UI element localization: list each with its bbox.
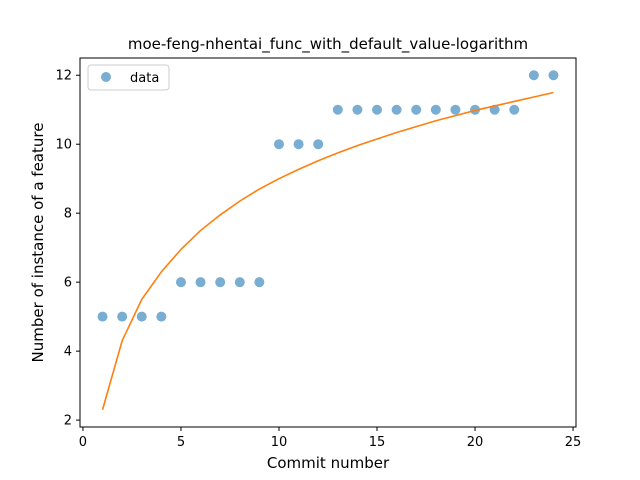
data-point <box>528 70 539 81</box>
fit-line <box>101 91 554 410</box>
data-point <box>352 104 363 115</box>
legend-marker-data <box>101 72 111 82</box>
legend-box <box>87 64 170 91</box>
y-tick-label: 10 <box>55 138 72 153</box>
data-point <box>273 139 284 150</box>
data-point <box>156 311 167 322</box>
x-axis-label: Commit number <box>267 454 390 472</box>
x-tick-label: 10 <box>271 435 288 450</box>
data-point <box>215 277 226 288</box>
data-point <box>391 104 402 115</box>
legend-label-data: data <box>130 71 159 86</box>
y-tick-label: 2 <box>64 414 72 429</box>
y-tick-label: 4 <box>64 345 72 360</box>
x-tick-label: 20 <box>467 435 484 450</box>
x-tick-label: 0 <box>79 435 87 450</box>
data-point <box>234 277 245 288</box>
data-point <box>293 139 304 150</box>
y-tick-label: 6 <box>64 276 72 291</box>
y-tick-label: 8 <box>64 207 72 222</box>
data-point <box>254 277 265 288</box>
x-tick-label: 25 <box>565 435 582 450</box>
y-axis-label: Number of instance of a feature <box>29 123 47 363</box>
y-tick-label: 12 <box>55 69 72 84</box>
data-point <box>548 70 559 81</box>
data-point <box>450 104 461 115</box>
data-point <box>372 104 383 115</box>
data-point <box>509 104 520 115</box>
x-tick-label: 15 <box>369 435 386 450</box>
plot-frame <box>79 57 577 428</box>
data-point <box>175 277 186 288</box>
data-point <box>97 311 108 322</box>
chart-title: moe-feng-nhentai_func_with_default_value… <box>128 35 528 54</box>
data-point <box>332 104 343 115</box>
data-point <box>411 104 422 115</box>
data-point <box>136 311 147 322</box>
data-point <box>195 277 206 288</box>
data-point <box>430 104 441 115</box>
x-tick-label: 5 <box>177 435 185 450</box>
data-point <box>117 311 128 322</box>
legend: data <box>87 64 170 91</box>
data-point <box>313 139 324 150</box>
